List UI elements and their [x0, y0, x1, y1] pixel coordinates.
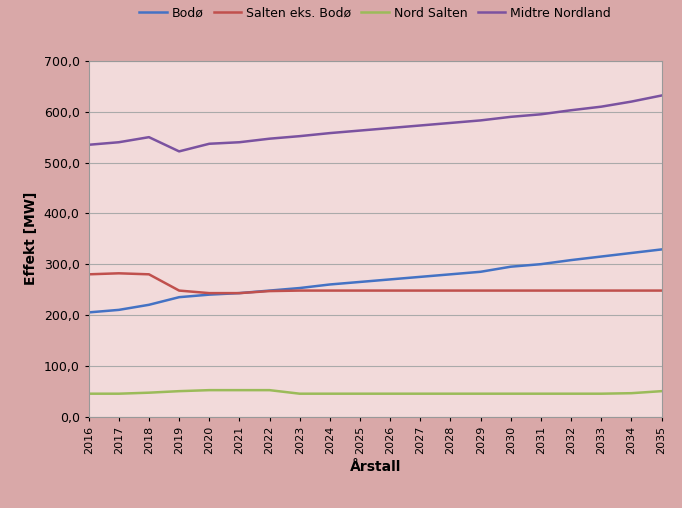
Midtre Nordland — [85, 142, 93, 148]
Salten eks. Bodø — [145, 271, 153, 277]
Bodø — [235, 290, 243, 296]
Midtre Nordland — [657, 92, 666, 99]
Line: Salten eks. Bodø: Salten eks. Bodø — [89, 273, 662, 293]
Salten eks. Bodø — [85, 271, 93, 277]
Salten eks. Bodø — [205, 290, 213, 296]
Bodø — [115, 307, 123, 313]
Midtre Nordland — [205, 141, 213, 147]
Salten eks. Bodø — [115, 270, 123, 276]
Salten eks. Bodø — [657, 288, 666, 294]
Midtre Nordland — [567, 107, 575, 113]
Salten eks. Bodø — [597, 288, 606, 294]
Bodø — [477, 269, 485, 275]
Bodø — [447, 271, 455, 277]
Salten eks. Bodø — [175, 288, 183, 294]
Nord Salten — [326, 391, 334, 397]
Midtre Nordland — [115, 139, 123, 145]
Midtre Nordland — [416, 122, 424, 129]
Nord Salten — [657, 388, 666, 394]
Salten eks. Bodø — [295, 288, 303, 294]
Bodø — [386, 276, 394, 282]
Y-axis label: Effekt [MW]: Effekt [MW] — [24, 192, 38, 285]
Midtre Nordland — [447, 120, 455, 126]
Bodø — [356, 279, 364, 285]
Midtre Nordland — [627, 99, 636, 105]
Midtre Nordland — [386, 125, 394, 131]
Nord Salten — [567, 391, 575, 397]
Salten eks. Bodø — [265, 288, 273, 294]
Nord Salten — [235, 387, 243, 393]
Nord Salten — [507, 391, 515, 397]
Midtre Nordland — [235, 139, 243, 145]
Salten eks. Bodø — [567, 288, 575, 294]
Bodø — [326, 281, 334, 288]
Line: Bodø: Bodø — [89, 249, 662, 312]
Salten eks. Bodø — [416, 288, 424, 294]
Salten eks. Bodø — [235, 290, 243, 296]
Salten eks. Bodø — [537, 288, 545, 294]
Bodø — [537, 261, 545, 267]
Bodø — [507, 264, 515, 270]
Nord Salten — [145, 390, 153, 396]
Nord Salten — [205, 387, 213, 393]
Bodø — [265, 288, 273, 294]
Bodø — [145, 302, 153, 308]
Nord Salten — [597, 391, 606, 397]
Bodø — [295, 285, 303, 291]
Midtre Nordland — [597, 104, 606, 110]
Bodø — [567, 257, 575, 263]
Salten eks. Bodø — [627, 288, 636, 294]
Nord Salten — [85, 391, 93, 397]
Nord Salten — [416, 391, 424, 397]
Nord Salten — [386, 391, 394, 397]
Bodø — [85, 309, 93, 315]
Salten eks. Bodø — [507, 288, 515, 294]
Midtre Nordland — [295, 133, 303, 139]
Salten eks. Bodø — [356, 288, 364, 294]
Nord Salten — [265, 387, 273, 393]
Bodø — [205, 292, 213, 298]
Midtre Nordland — [537, 111, 545, 117]
Nord Salten — [447, 391, 455, 397]
Salten eks. Bodø — [477, 288, 485, 294]
Line: Midtre Nordland: Midtre Nordland — [89, 96, 662, 151]
Line: Nord Salten: Nord Salten — [89, 390, 662, 394]
Midtre Nordland — [175, 148, 183, 154]
Nord Salten — [537, 391, 545, 397]
Midtre Nordland — [477, 117, 485, 123]
Nord Salten — [627, 390, 636, 396]
Nord Salten — [295, 391, 303, 397]
Midtre Nordland — [265, 136, 273, 142]
Bodø — [175, 294, 183, 300]
X-axis label: Årstall: Årstall — [349, 460, 401, 473]
Salten eks. Bodø — [326, 288, 334, 294]
Nord Salten — [175, 388, 183, 394]
Bodø — [416, 274, 424, 280]
Bodø — [627, 250, 636, 256]
Salten eks. Bodø — [447, 288, 455, 294]
Nord Salten — [356, 391, 364, 397]
Bodø — [597, 253, 606, 260]
Midtre Nordland — [507, 114, 515, 120]
Midtre Nordland — [145, 134, 153, 140]
Nord Salten — [477, 391, 485, 397]
Midtre Nordland — [326, 130, 334, 136]
Bodø — [657, 246, 666, 252]
Legend: Bodø, Salten eks. Bodø, Nord Salten, Midtre Nordland: Bodø, Salten eks. Bodø, Nord Salten, Mid… — [139, 7, 611, 20]
Nord Salten — [115, 391, 123, 397]
Salten eks. Bodø — [386, 288, 394, 294]
Midtre Nordland — [356, 128, 364, 134]
